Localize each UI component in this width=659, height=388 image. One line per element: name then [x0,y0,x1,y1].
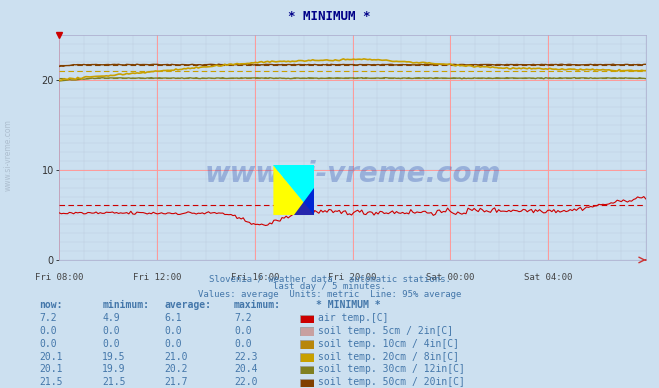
Text: 21.5: 21.5 [102,377,126,387]
Text: 19.9: 19.9 [102,364,126,374]
Text: soil temp. 30cm / 12in[C]: soil temp. 30cm / 12in[C] [318,364,465,374]
Text: * MINIMUM *: * MINIMUM * [288,10,371,23]
Text: 0.0: 0.0 [165,339,183,349]
Polygon shape [273,165,314,215]
Text: Sat 04:00: Sat 04:00 [524,274,572,282]
Text: 20.4: 20.4 [234,364,258,374]
Text: Fri 20:00: Fri 20:00 [328,274,377,282]
Text: 0.0: 0.0 [102,326,120,336]
Text: last day / 5 minutes.: last day / 5 minutes. [273,282,386,291]
Text: Fri 08:00: Fri 08:00 [35,274,84,282]
Text: 21.0: 21.0 [165,352,188,362]
Text: 22.0: 22.0 [234,377,258,387]
Text: Fri 12:00: Fri 12:00 [133,274,181,282]
Text: 6.1: 6.1 [165,313,183,323]
Text: soil temp. 5cm / 2in[C]: soil temp. 5cm / 2in[C] [318,326,453,336]
Text: soil temp. 20cm / 8in[C]: soil temp. 20cm / 8in[C] [318,352,459,362]
Text: 20.1: 20.1 [40,364,63,374]
Polygon shape [294,188,314,215]
Polygon shape [273,165,314,215]
Text: average:: average: [165,300,212,310]
Text: 0.0: 0.0 [40,339,57,349]
Text: 7.2: 7.2 [234,313,252,323]
Text: soil temp. 50cm / 20in[C]: soil temp. 50cm / 20in[C] [318,377,465,387]
Text: soil temp. 10cm / 4in[C]: soil temp. 10cm / 4in[C] [318,339,459,349]
Text: 21.7: 21.7 [165,377,188,387]
Text: 21.5: 21.5 [40,377,63,387]
Text: Sat 00:00: Sat 00:00 [426,274,474,282]
Text: 0.0: 0.0 [40,326,57,336]
Text: 0.0: 0.0 [165,326,183,336]
Text: minimum:: minimum: [102,300,149,310]
Text: 22.3: 22.3 [234,352,258,362]
Text: 0.0: 0.0 [102,339,120,349]
Text: www.si-vreme.com: www.si-vreme.com [204,161,501,189]
Text: air temp.[C]: air temp.[C] [318,313,389,323]
Text: www.si-vreme.com: www.si-vreme.com [3,119,13,191]
Text: 20.1: 20.1 [40,352,63,362]
Text: now:: now: [40,300,63,310]
Text: 20.2: 20.2 [165,364,188,374]
Text: 19.5: 19.5 [102,352,126,362]
Text: 4.9: 4.9 [102,313,120,323]
Text: 7.2: 7.2 [40,313,57,323]
Text: Values: average  Units: metric  Line: 95% average: Values: average Units: metric Line: 95% … [198,290,461,299]
Text: 0.0: 0.0 [234,326,252,336]
Text: Slovenia / weather data - automatic stations.: Slovenia / weather data - automatic stat… [208,274,451,283]
Text: * MINIMUM *: * MINIMUM * [316,300,381,310]
Text: maximum:: maximum: [234,300,281,310]
Text: 0.0: 0.0 [234,339,252,349]
Text: Fri 16:00: Fri 16:00 [231,274,279,282]
